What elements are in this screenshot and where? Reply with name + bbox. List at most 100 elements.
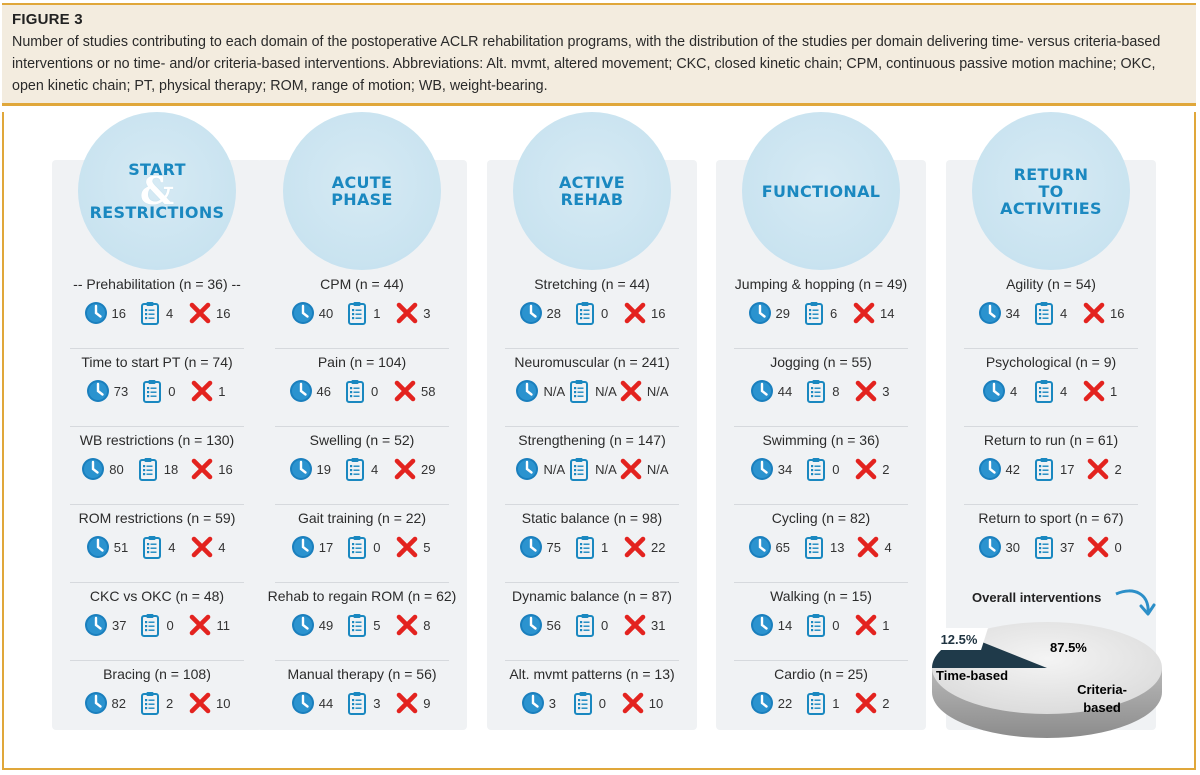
time-based-count: N/A (543, 461, 566, 477)
domain-item: Return to run (n = 61) 42 17 2 (946, 432, 1156, 482)
time-based-count: 44 (318, 695, 334, 711)
domain-title-line: ACUTE (331, 173, 393, 192)
no-time-criteria-count: 4 (218, 539, 226, 555)
domain-item: Jogging (n = 55) 44 8 3 (716, 354, 926, 404)
clock-icon (519, 614, 542, 636)
clock-icon (289, 380, 312, 402)
criteria-based-count: 0 (166, 617, 174, 633)
domain-title-circle: RETURN TO ACTIVITIES (972, 112, 1130, 270)
domain-item-label: Psychological (n = 9) (985, 354, 1117, 370)
domain-item: Swimming (n = 36) 34 0 2 (716, 432, 926, 482)
criteria-based-count: 0 (371, 383, 379, 399)
time-based-count: 56 (546, 617, 561, 633)
clock-icon (291, 536, 314, 558)
domain-item-counts: 22 1 2 (716, 690, 926, 716)
time-based-count: 30 (1005, 539, 1020, 555)
no-time-criteria-count: 3 (882, 383, 890, 399)
no-time-criteria-count: N/A (646, 383, 669, 399)
domain-item-label: Swimming (n = 36) (762, 432, 880, 448)
no-time-criteria-count: 1 (218, 383, 226, 399)
domain-item-label: Rehab to regain ROM (n = 62) (267, 588, 457, 604)
domain-item-label: ROM restrictions (n = 59) (78, 510, 236, 526)
domain-item-label: Jumping & hopping (n = 49) (734, 276, 908, 292)
criteria-based-count: 0 (598, 695, 606, 711)
time-based-count: 28 (546, 305, 561, 321)
domain-item-counts: 14 0 1 (716, 612, 926, 638)
domain-item-counts: 46 0 58 (257, 378, 467, 404)
clipboard-icon (807, 692, 826, 715)
clock-icon (519, 302, 542, 324)
domain-item-counts: 82 2 10 (52, 690, 262, 716)
domain-item: Agility (n = 54) 34 4 16 (946, 276, 1156, 326)
figure-caption: Number of studies contributing to each d… (12, 34, 1161, 94)
time-based-count: 14 (777, 617, 793, 633)
domain-title-line: ACTIVITIES (1000, 198, 1102, 218)
no-time-criteria-count: 2 (882, 461, 890, 477)
domain-item-counts: 65 13 4 (716, 534, 926, 560)
criteria-based-count: 6 (830, 305, 838, 321)
domain-item-counts: 75 1 22 (487, 534, 697, 560)
domain-item: Gait training (n = 22) 17 0 5 (257, 510, 467, 560)
time-based-count: 46 (316, 383, 331, 399)
x-mark-icon (189, 692, 211, 714)
time-based-count: N/A (543, 383, 566, 399)
item-divider (275, 348, 449, 349)
domain-item: Neuromuscular (n = 241) N/A N/A N/A (487, 354, 697, 404)
criteria-based-count: 4 (1060, 383, 1068, 399)
time-based-count: 49 (318, 617, 334, 633)
item-divider (964, 426, 1138, 427)
domain-title-line: TO (1038, 181, 1064, 201)
clock-icon (983, 380, 1005, 402)
clock-icon (748, 302, 771, 324)
domain-item: Manual therapy (n = 56) 44 3 9 (257, 666, 467, 716)
domain-item: Jumping & hopping (n = 49) 29 6 14 (716, 276, 926, 326)
domain-item-label: Alt. mvmt patterns (n = 13) (509, 666, 675, 682)
clipboard-icon (1035, 458, 1053, 481)
no-time-criteria-count: 16 (1110, 305, 1125, 321)
domain-column-1: ACUTE PHASE CPM (n = 44) 40 1 3 Pain (n = 104)… (257, 112, 467, 730)
pie-time-pct: 12.5% (940, 631, 978, 647)
criteria-based-count: 37 (1060, 539, 1075, 555)
item-divider (70, 504, 244, 505)
domain-item-counts: N/A N/A N/A (487, 378, 697, 404)
clipboard-icon (348, 302, 367, 325)
x-mark-icon (396, 302, 418, 324)
domain-item-label: Cycling (n = 82) (771, 510, 871, 526)
x-mark-icon (858, 536, 879, 558)
domain-item-label: Agility (n = 54) (1006, 276, 1096, 292)
domain-item-label: Time to start PT (n = 74) (81, 354, 233, 370)
clipboard-icon (805, 536, 823, 559)
domain-item-counts: 44 8 3 (716, 378, 926, 404)
criteria-based-count: 2 (166, 695, 174, 711)
time-based-count: 3 (548, 695, 556, 711)
no-time-criteria-count: 11 (216, 617, 230, 633)
criteria-based-count: 17 (1060, 461, 1075, 477)
domain-item-counts: 34 4 16 (946, 300, 1156, 326)
domain-item: Time to start PT (n = 74) 73 0 1 (52, 354, 262, 404)
domain-item-label: Static balance (n = 98) (521, 510, 663, 526)
x-mark-icon (622, 692, 644, 714)
time-based-count: 37 (112, 617, 127, 633)
domain-item-counts: N/A N/A N/A (487, 456, 697, 482)
domain-column-2: ACTIVE REHAB Stretching (n = 44) 28 0 16 Neuro… (487, 112, 697, 730)
criteria-based-count: 3 (373, 695, 381, 711)
no-time-criteria-count: 2 (1114, 461, 1122, 477)
domain-item: Swelling (n = 52) 19 4 29 (257, 432, 467, 482)
domain-column-3: FUNCTIONAL Jumping & hopping (n = 49) 29 6 1… (716, 112, 926, 730)
criteria-based-count: 8 (832, 383, 840, 399)
time-based-count: 73 (113, 383, 129, 399)
no-time-criteria-count: 5 (423, 539, 431, 555)
domain-item: Strengthening (n = 147) N/A N/A N/A (487, 432, 697, 482)
clock-icon (978, 302, 1001, 324)
domain-column-0: START & RESTRICTIONS -- Prehabilitation (n … (52, 112, 262, 730)
domain-title-circle: ACUTE PHASE (283, 112, 441, 270)
domain-item-label: Manual therapy (n = 56) (287, 666, 437, 682)
time-based-count: 4 (1010, 383, 1018, 399)
x-mark-icon (396, 536, 418, 558)
clipboard-icon (570, 380, 589, 403)
criteria-based-count: 4 (168, 539, 176, 555)
item-divider (734, 660, 908, 661)
pie-criteria-label-2: based (1083, 700, 1121, 715)
x-mark-icon (855, 458, 877, 480)
domain-item-label: Bracing (n = 108) (103, 666, 211, 682)
